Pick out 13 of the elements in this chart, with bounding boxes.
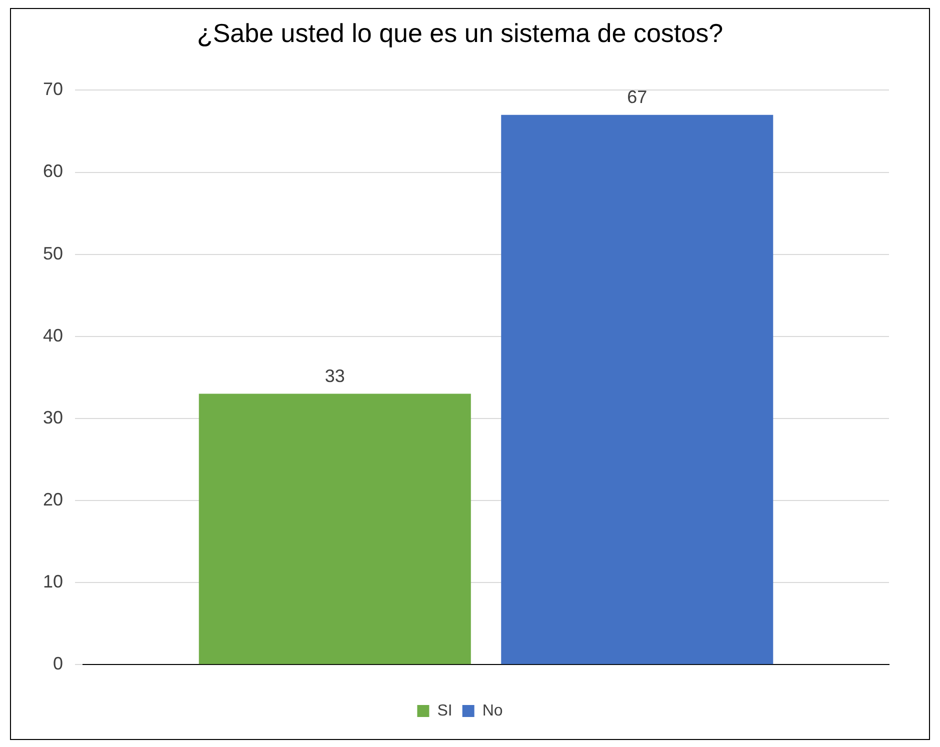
y-tick-label: 10 <box>42 572 64 592</box>
y-tick-label: 30 <box>42 407 64 428</box>
y-tick-label: 40 <box>42 325 64 346</box>
y-tick-label: 70 <box>42 79 64 100</box>
y-tick-label: 60 <box>42 161 64 182</box>
y-tick-label: 0 <box>53 654 64 674</box>
legend-label: SI <box>437 702 452 720</box>
data-label: 67 <box>627 86 648 107</box>
y-tick-label: 20 <box>42 489 64 510</box>
chart-title: ¿Sabe usted lo que es un sistema de costos? <box>196 18 724 48</box>
data-label: 33 <box>324 366 345 386</box>
y-tick-label: 50 <box>42 243 64 264</box>
legend-label: No <box>482 702 503 720</box>
